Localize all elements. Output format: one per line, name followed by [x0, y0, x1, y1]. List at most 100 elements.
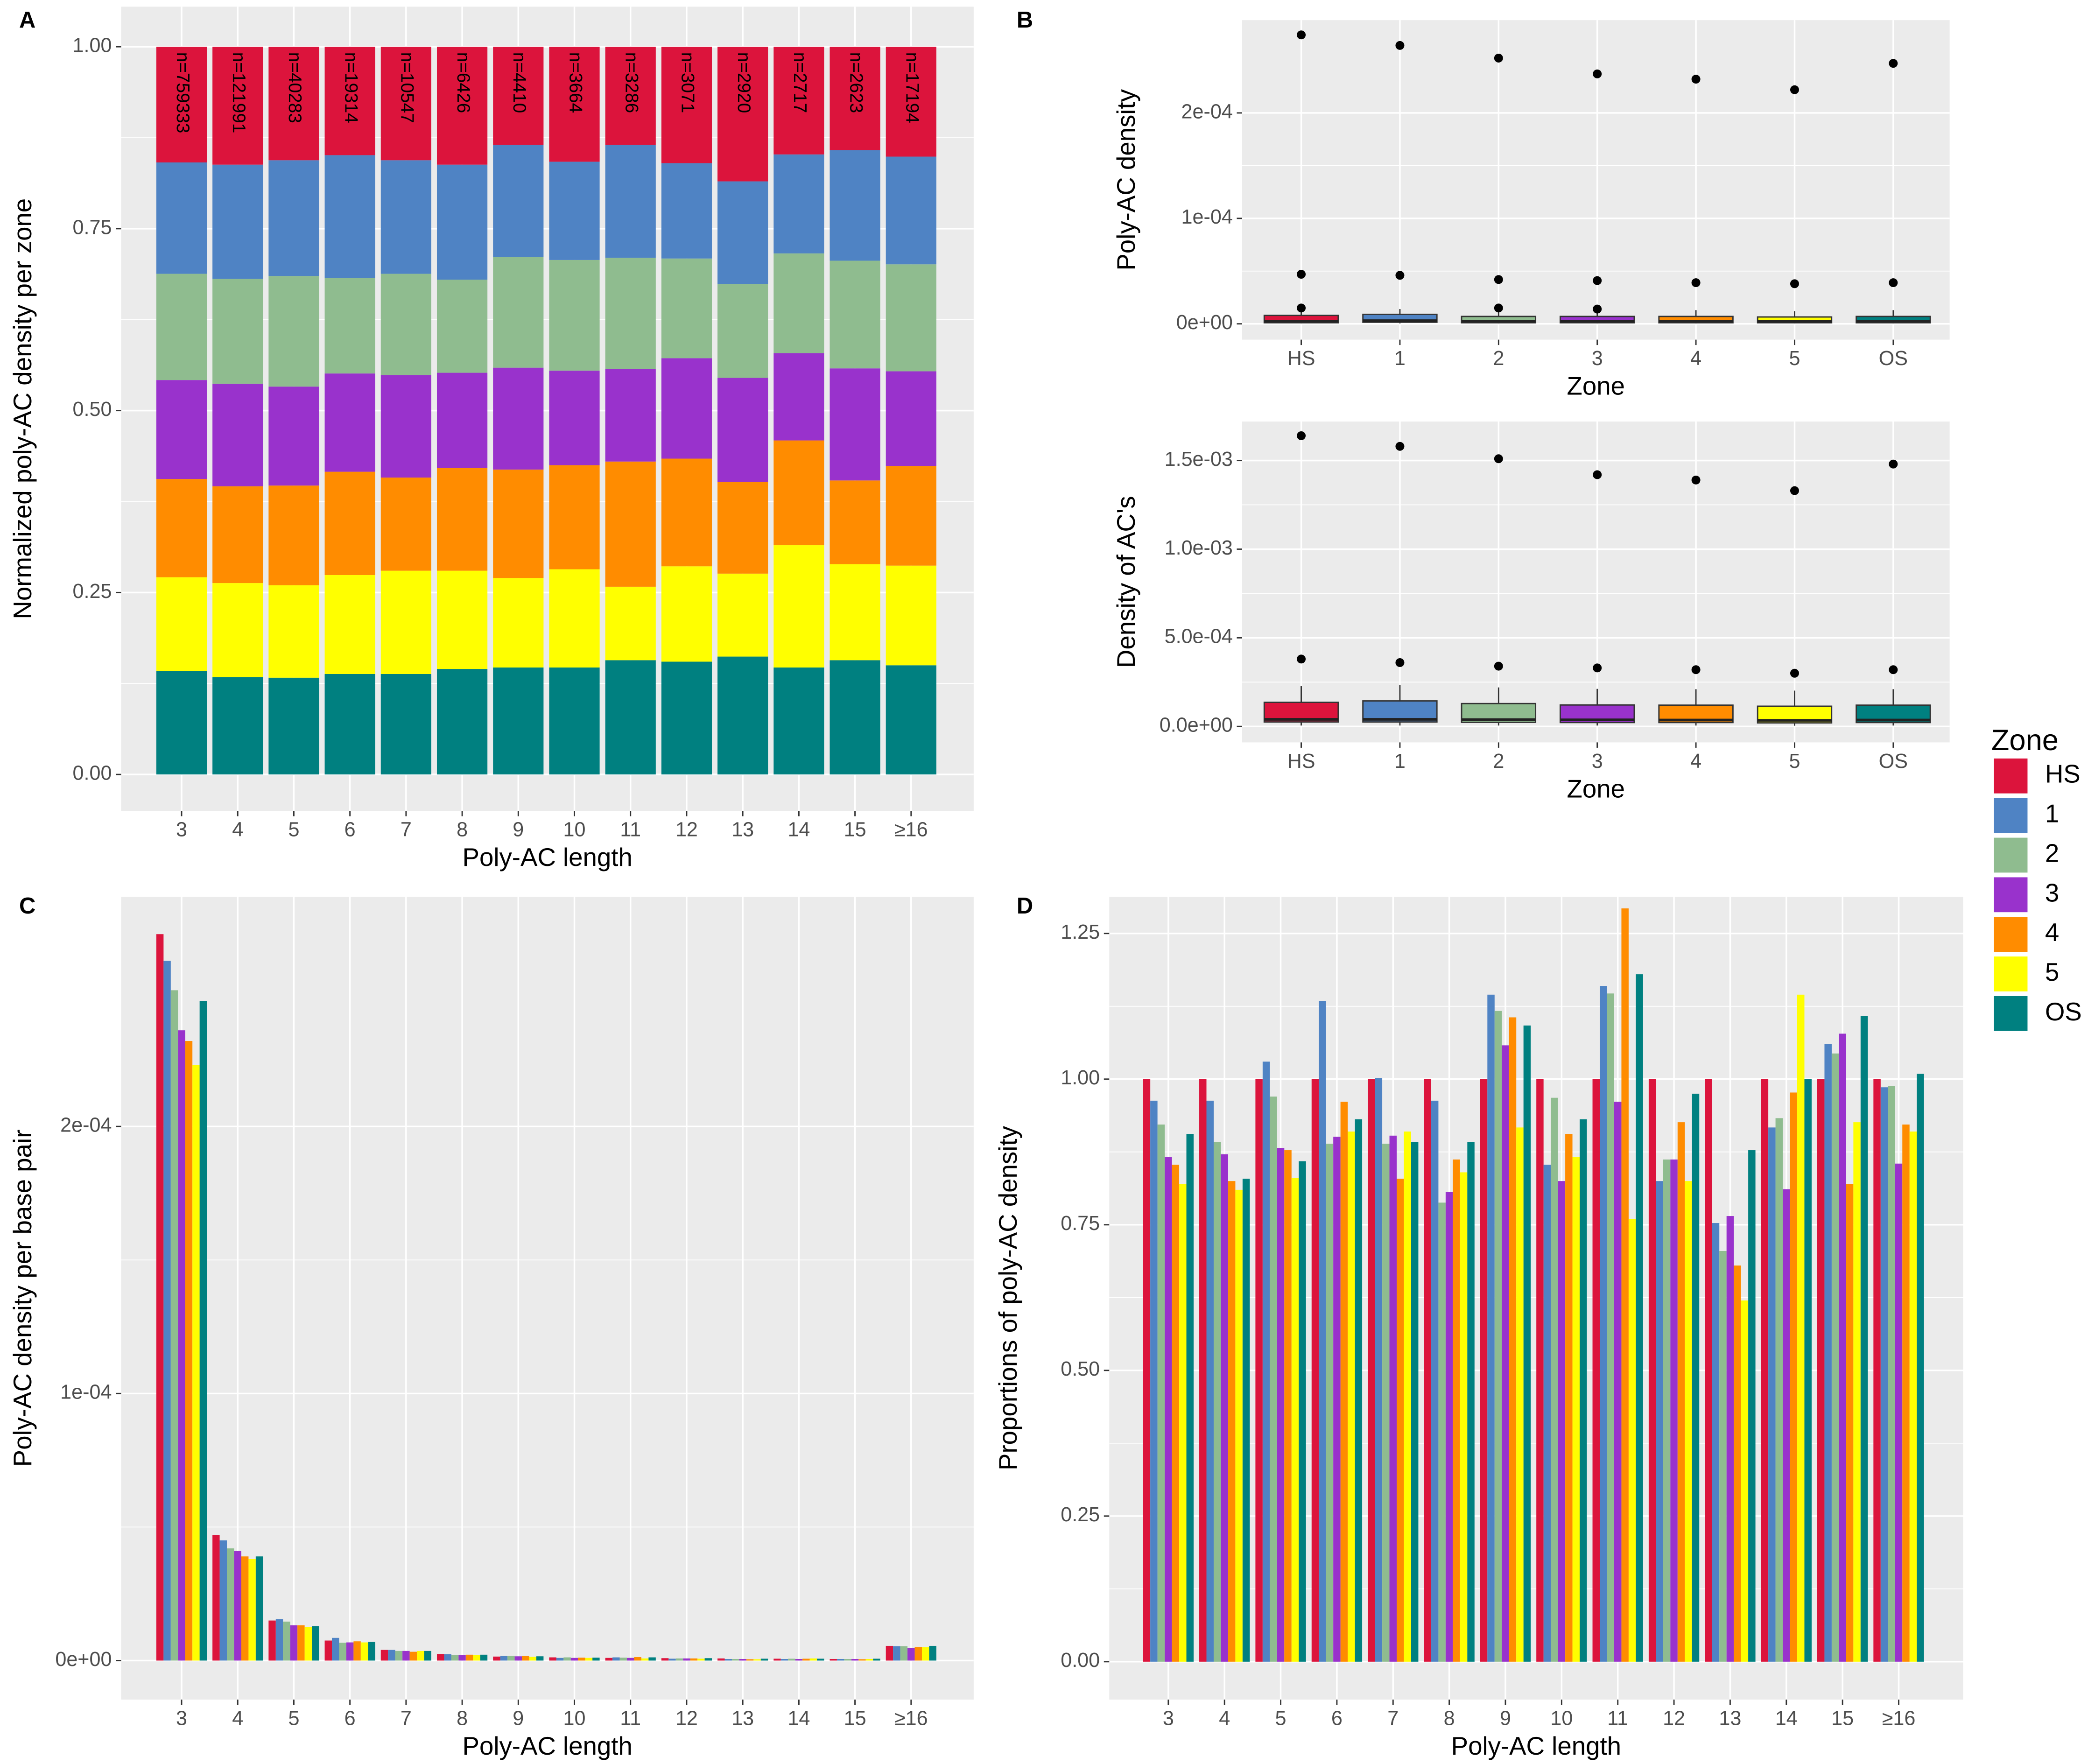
bar [1790, 1092, 1797, 1662]
x-tick-label: 9 [1500, 1707, 1511, 1729]
bar [1592, 1079, 1600, 1662]
bar [1206, 1100, 1214, 1662]
x-tick-label: 11 [1607, 1707, 1628, 1729]
x-tick-label: 14 [787, 1707, 810, 1729]
legend-key [1994, 837, 2028, 873]
bar [1235, 1189, 1243, 1662]
bar [1607, 993, 1614, 1662]
bar [1824, 1044, 1832, 1662]
outlier [1395, 442, 1405, 451]
bar [1389, 1135, 1397, 1662]
bar [675, 1658, 683, 1661]
bar [1255, 1079, 1263, 1662]
bar [1355, 1119, 1363, 1662]
bar [493, 1656, 500, 1661]
bar [809, 1658, 817, 1661]
bar [1621, 908, 1629, 1662]
x-tick-label: 2 [1493, 347, 1504, 370]
bar [661, 1658, 669, 1661]
bar [914, 1647, 922, 1661]
legend-key [1994, 996, 2028, 1031]
y-tick-label: 2e-04 [60, 1114, 112, 1137]
bar [436, 1654, 444, 1661]
x-tick-label: 4 [232, 819, 243, 841]
bar-segment [886, 466, 936, 566]
bar [563, 1657, 571, 1661]
bar [1705, 1079, 1712, 1662]
bar-segment [212, 677, 263, 775]
x-tick-label: 7 [401, 819, 412, 841]
bar [1172, 1165, 1180, 1662]
x-tick-label: ≥16 [1882, 1707, 1916, 1729]
bar [1614, 1102, 1622, 1662]
bar [451, 1655, 459, 1661]
bar-segment [212, 279, 263, 384]
bar [717, 1658, 725, 1661]
bar-segment [773, 440, 824, 546]
bar-segment [773, 154, 824, 253]
bar-segment [886, 665, 936, 775]
y-tick-label: 0.25 [1061, 1504, 1100, 1526]
outlier [1297, 654, 1306, 664]
bar-segment [661, 163, 712, 259]
x-tick-label: 6 [1331, 1707, 1343, 1729]
bar-segment [717, 656, 768, 775]
x-tick-label: 6 [344, 819, 356, 841]
bar [1846, 1184, 1854, 1662]
legend-key [1994, 917, 2028, 952]
y-tick-label: 0.0e+00 [1160, 714, 1233, 737]
bar [907, 1648, 915, 1661]
x-tick-label: HS [1287, 347, 1315, 370]
outlier [1395, 271, 1405, 280]
legend-key [1994, 956, 2028, 991]
y-tick-label: 0.50 [1061, 1358, 1100, 1380]
x-tick-label: 11 [620, 1707, 641, 1729]
bar [324, 1640, 332, 1661]
bar [1663, 1160, 1671, 1662]
panel-label: A [19, 7, 35, 33]
bar [731, 1659, 739, 1661]
bar [1375, 1078, 1383, 1662]
bar [1467, 1142, 1475, 1662]
plot-background [121, 897, 974, 1700]
bar [380, 1650, 388, 1661]
bar-segment [380, 375, 431, 478]
legend-label: 2 [2045, 839, 2059, 867]
bar-segment [493, 578, 544, 668]
bar-segment [717, 47, 768, 182]
bar-segment [605, 586, 656, 661]
bar [297, 1625, 305, 1661]
bar [788, 1659, 795, 1661]
bar [507, 1656, 515, 1661]
bar [424, 1651, 431, 1661]
x-tick-label: 6 [344, 1707, 356, 1729]
x-tick-label: 7 [1387, 1707, 1399, 1729]
bar [1348, 1131, 1355, 1662]
bar [760, 1659, 768, 1661]
bar-segment [830, 564, 880, 661]
bar [1411, 1142, 1419, 1662]
bar [592, 1658, 600, 1661]
bar-label: n=17194 [902, 52, 922, 123]
bar [780, 1659, 788, 1661]
bar [339, 1643, 346, 1661]
bar-segment [324, 471, 375, 575]
bar-segment [436, 280, 488, 373]
x-tick-label: 12 [1663, 1707, 1685, 1729]
bar-segment [605, 461, 656, 587]
bar [802, 1659, 810, 1661]
bar [353, 1641, 361, 1661]
x-tick-label: 10 [563, 1707, 586, 1729]
bar-segment [493, 145, 544, 257]
bar-segment [436, 669, 488, 775]
bar [1319, 1001, 1326, 1662]
bar [578, 1658, 585, 1661]
bar [522, 1656, 529, 1661]
bar [465, 1654, 473, 1661]
bar [1656, 1181, 1663, 1662]
y-axis-title: Poly-AC density per base pair [8, 1130, 37, 1467]
bar-label: n=759333 [173, 52, 193, 134]
bar-segment [830, 260, 880, 369]
y-tick-label: 0.75 [1061, 1212, 1100, 1235]
bar [641, 1658, 649, 1661]
